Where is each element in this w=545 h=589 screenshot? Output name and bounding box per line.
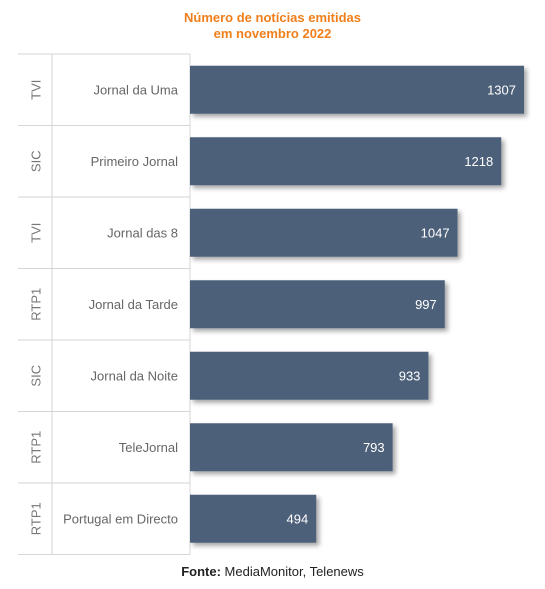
chart-title-line-1: Número de notícias emitidas — [184, 10, 361, 25]
value-label: 933 — [399, 368, 421, 383]
program-label: Jornal da Noite — [91, 368, 178, 383]
bar — [190, 208, 458, 257]
program-label: Jornal da Uma — [93, 82, 178, 97]
channel-label: RTP1 — [29, 288, 44, 321]
value-label: 494 — [287, 511, 309, 526]
value-label: 997 — [415, 297, 437, 312]
value-label: 1047 — [421, 225, 450, 240]
bar — [190, 137, 502, 186]
bar — [190, 351, 429, 400]
bar — [190, 423, 393, 472]
chart-title: Número de notícias emitidas em novembro … — [0, 10, 545, 42]
program-label: Jornal das 8 — [107, 225, 178, 240]
program-label: Portugal em Directo — [63, 511, 178, 526]
value-label: 1218 — [464, 154, 493, 169]
source-label: Fonte: — [181, 564, 221, 579]
bar — [190, 65, 524, 114]
program-label: Jornal da Tarde — [89, 297, 178, 312]
channel-label: RTP1 — [29, 502, 44, 535]
program-label: TeleJornal — [119, 440, 178, 455]
source-text: MediaMonitor, Telenews — [220, 564, 364, 579]
channel-label: SIC — [29, 150, 44, 172]
value-label: 793 — [363, 440, 385, 455]
channel-label: SIC — [29, 365, 44, 387]
program-label: Primeiro Jornal — [91, 154, 179, 169]
labels: TVI Jornal da Uma 1307 SIC Primeiro Jornal 12… — [29, 80, 517, 536]
source-note: Fonte: MediaMonitor, Telenews — [0, 564, 545, 579]
bars — [190, 65, 524, 543]
value-label: 1307 — [487, 82, 516, 97]
channel-label: RTP1 — [29, 431, 44, 464]
bar — [190, 280, 445, 329]
chart-title-line-2: em novembro 2022 — [213, 26, 332, 41]
channel-label: TVI — [29, 223, 44, 243]
channel-label: TVI — [29, 80, 44, 100]
bar — [190, 494, 317, 543]
